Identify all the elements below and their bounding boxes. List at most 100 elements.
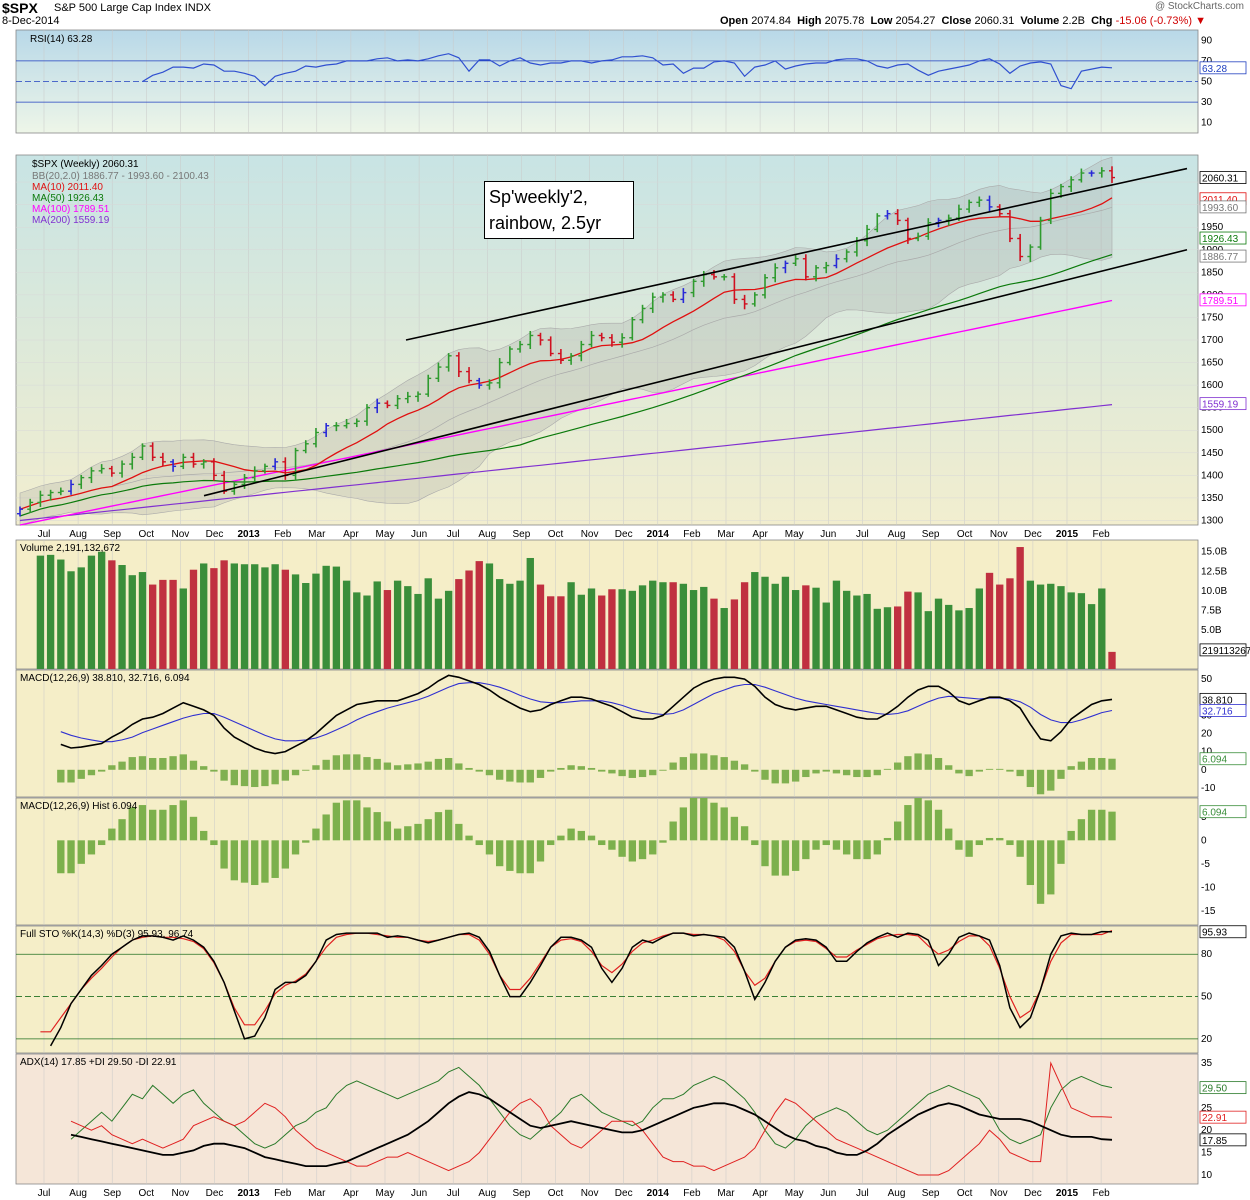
volume-bar <box>649 580 657 669</box>
macd-hist-last-label-box <box>1199 752 1247 766</box>
adx-tick-label: 10 <box>1201 1170 1213 1181</box>
macd-hist-bar <box>87 840 96 855</box>
rsi-tick-label: 90 <box>1201 35 1213 46</box>
volume-bar <box>1047 583 1055 669</box>
volume-bar <box>57 559 65 669</box>
volume-bar <box>863 593 871 669</box>
macd-histogram-bar <box>1057 769 1065 779</box>
price-tick-label: 1700 <box>1201 335 1224 346</box>
macd-histogram-bar <box>189 760 198 770</box>
macd-hist-bar <box>730 816 739 841</box>
price-tick-label: 1450 <box>1201 448 1224 459</box>
macd-hist-bar <box>240 840 249 883</box>
macd-panel <box>15 669 1199 798</box>
macd-hist-bar <box>261 840 269 883</box>
adx-minusdi-last-label-box <box>1199 1110 1247 1124</box>
macd-hist-bar <box>608 840 616 850</box>
volume-bar <box>1067 592 1075 669</box>
volume-bar <box>302 583 310 669</box>
macd-histogram-bar <box>87 769 96 776</box>
x-tick-label: Oct <box>139 529 155 540</box>
bollinger-mid <box>19 206 1113 510</box>
adx-last-label-box <box>1199 1133 1247 1147</box>
macd-hist-bar <box>873 840 881 855</box>
macd-histogram-bar <box>271 769 279 785</box>
stochastic-tick-label: 50 <box>1201 992 1213 1003</box>
macd-line <box>60 674 1113 755</box>
volume-bar <box>842 590 851 669</box>
x-tick-label: Mar <box>308 529 326 540</box>
macd-hist-bar <box>230 840 238 881</box>
volume-bar <box>485 563 494 669</box>
volume-bar <box>740 582 749 669</box>
macd-histogram-bar <box>883 768 892 770</box>
macd-histogram-bar <box>802 769 810 778</box>
macd-histogram-bar <box>1047 769 1055 791</box>
macd-hist-bar <box>598 840 606 846</box>
volume-bar <box>495 579 504 669</box>
macd-hist-bar <box>567 828 575 841</box>
macd-histogram-bar <box>302 769 310 771</box>
volume-bar <box>281 569 290 669</box>
macd-hist-bar <box>516 840 524 874</box>
macd-hist-bar <box>281 840 290 869</box>
macd-histogram-bar <box>251 769 259 788</box>
x-tick-label: Feb <box>1092 1188 1110 1199</box>
volume-bar <box>873 608 881 669</box>
macd-histogram-bar <box>526 769 534 783</box>
macd-hist-bar <box>638 840 647 860</box>
rsi-legend: RSI(14) 63.28 <box>30 34 93 45</box>
macd-histogram-bar <box>1036 769 1045 795</box>
macd-hist-bar <box>138 805 147 841</box>
price-last-bblow-box <box>1199 249 1247 263</box>
volume-bar <box>455 579 463 669</box>
macd-histogram-bar <box>373 758 381 770</box>
volume-bar <box>659 582 667 669</box>
macd-histogram-bar <box>945 765 953 770</box>
volume-bar <box>108 560 116 669</box>
volume-bar <box>526 557 534 669</box>
macd-hist-bar <box>934 809 943 841</box>
macd-histogram-bar <box>414 763 422 770</box>
x-tick-label: Apr <box>343 529 359 540</box>
macd-hist-bar <box>77 840 85 864</box>
macd-histogram-bar <box>1016 769 1024 777</box>
macd-hist-bar <box>710 802 718 841</box>
macd-histogram-bar <box>700 753 708 770</box>
chart-header: $SPX S&P 500 Large Cap Index INDX 8-Dec-… <box>0 0 1250 30</box>
volume-bar <box>547 596 555 669</box>
chart-date: 8-Dec-2014 <box>2 15 60 27</box>
price-tick-label: 1650 <box>1201 358 1224 369</box>
volume-bar <box>1026 580 1035 669</box>
volume-bar <box>148 584 157 669</box>
price-last-ma200: 1559.19 <box>1202 400 1239 411</box>
x-tick-label: Feb <box>274 1188 292 1199</box>
ma10-line <box>19 197 1113 510</box>
volume-tick-label: 12.5B <box>1201 566 1227 577</box>
x-tick-label: Sep <box>513 529 531 540</box>
x-tick-label: Jun <box>411 529 427 540</box>
x-tick-label: Aug <box>478 1188 496 1199</box>
volume-bar <box>832 580 841 669</box>
volume-bar <box>342 580 351 669</box>
adx-tick-label: 20 <box>1201 1125 1213 1136</box>
volume-bar <box>781 576 790 669</box>
macd-hist-bar <box>771 840 779 876</box>
price-last-ma10: 2011.40 <box>1202 195 1238 206</box>
macd-histogram-bar <box>444 757 453 770</box>
x-tick-label: Sep <box>922 529 940 540</box>
volume-bar <box>598 595 606 669</box>
volume-bar <box>189 569 198 669</box>
x-tick-label: Mar <box>717 529 735 540</box>
macd-histogram-bar <box>608 769 616 774</box>
macd-histogram-bar <box>220 769 228 781</box>
macd-hist-bar <box>526 840 534 874</box>
macd-hist-bar <box>751 840 759 846</box>
volume-bar <box>975 588 984 669</box>
macd-hist-bar <box>506 840 514 871</box>
macd-hist-bar <box>822 840 830 846</box>
macd-histogram-bar <box>689 753 698 770</box>
x-tick-label: Mar <box>717 1188 735 1199</box>
x-tick-label: Aug <box>69 529 87 540</box>
adx-minus-di-line <box>70 1061 1113 1176</box>
